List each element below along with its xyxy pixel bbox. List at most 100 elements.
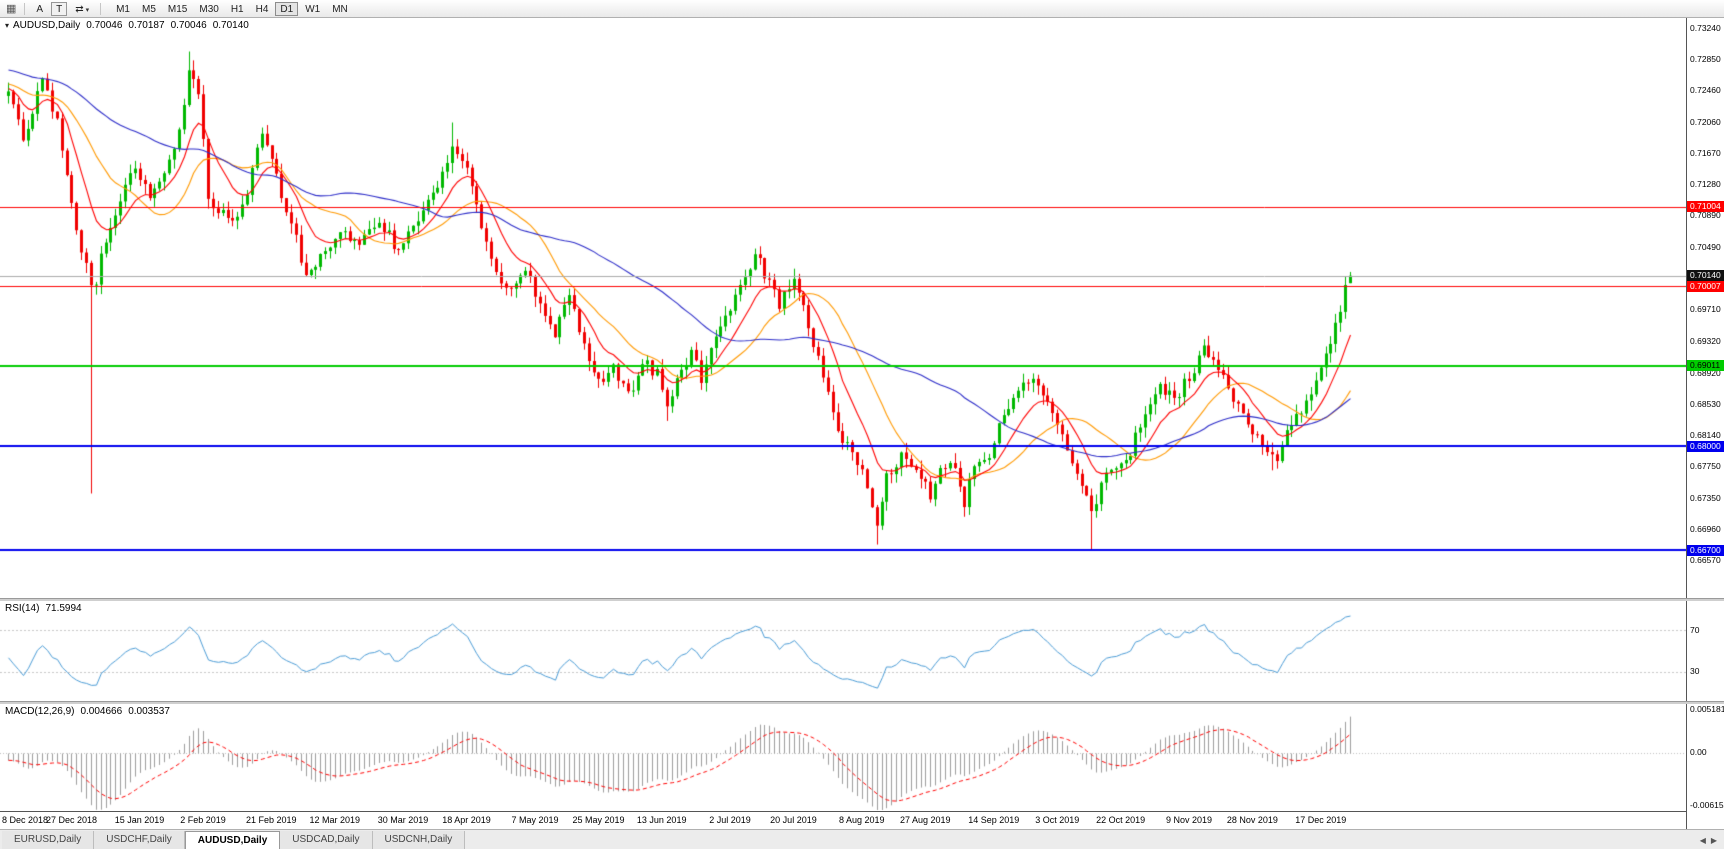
price-axis-tick: 0.68140 — [1690, 429, 1721, 440]
chart-title: ▾ AUDUSD,Daily 0.70046 0.70187 0.70046 0… — [5, 20, 255, 31]
symbol-dropdown-icon[interactable]: ▾ — [5, 21, 10, 30]
macd-signal-value: 0.003537 — [128, 706, 170, 717]
candlestick-canvas[interactable] — [0, 18, 1686, 598]
time-axis-label: 13 Jun 2019 — [636, 815, 687, 825]
hline-price-badge: 0.68000 — [1687, 440, 1724, 452]
price-axis-tick: 0.71280 — [1690, 179, 1721, 190]
time-axis-label: 17 Dec 2019 — [1295, 815, 1347, 825]
tab-usdcad-daily[interactable]: USDCAD,Daily — [280, 831, 373, 849]
rsi-label: RSI(14) — [5, 603, 40, 614]
toolbar-separator — [100, 2, 102, 15]
price-axis-tick: 0.66960 — [1690, 523, 1721, 534]
hline-price-badge: 0.69011 — [1687, 360, 1724, 372]
price-axis-tick: 0.72460 — [1690, 85, 1721, 96]
ohlc-high: 0.70187 — [128, 20, 165, 31]
main-chart-panel[interactable]: ▾ AUDUSD,Daily 0.70046 0.70187 0.70046 0… — [0, 18, 1686, 598]
chart-tabs: EURUSD,Daily USDCHF,Daily AUDUSD,Daily USDC… — [2, 831, 466, 849]
time-axis-label: 3 Oct 2019 — [1035, 815, 1080, 825]
cycle-arrows-icon: ⇄ — [75, 3, 84, 15]
macd-axis-label: 0.00 — [1690, 747, 1707, 758]
hline-price-badge: 0.71004 — [1687, 201, 1724, 213]
time-axis-label: 7 May 2019 — [511, 815, 559, 825]
tab-scroll-right-button[interactable]: ▶ — [1710, 835, 1717, 845]
price-axis-tick: 0.69320 — [1690, 335, 1721, 346]
time-axis-label: 22 Oct 2019 — [1096, 815, 1146, 825]
rsi-panel[interactable]: RSI(14) 71.5994 — [0, 601, 1686, 701]
panel-divider[interactable] — [0, 598, 1724, 601]
hline-price-badge: 0.66700 — [1687, 544, 1724, 556]
tab-scroll-controls: ◀ ▶ — [1700, 831, 1722, 849]
ohlc-low: 0.70046 — [170, 20, 207, 31]
timeframe-button-d1[interactable]: D1 — [275, 1, 299, 16]
time-axis-label: 25 May 2019 — [572, 815, 625, 825]
time-axis-label: 15 Jan 2019 — [114, 815, 165, 825]
symbol-cycle-button[interactable]: ⇄ ▾ — [70, 2, 94, 16]
macd-label: MACD(12,26,9) — [5, 706, 75, 717]
tab-eurusd-daily[interactable]: EURUSD,Daily — [2, 831, 95, 849]
price-axis-tick: 0.66570 — [1690, 555, 1721, 565]
macd-title: MACD(12,26,9) 0.004666 0.003537 — [5, 706, 176, 717]
timeframe-button-mn[interactable]: MN — [332, 3, 348, 15]
time-axis-label: 21 Feb 2019 — [246, 815, 297, 825]
chart-window-icon[interactable]: ▦ — [6, 2, 17, 15]
price-axis-tick: 0.73240 — [1690, 22, 1721, 33]
timeframe-button-w1[interactable]: W1 — [305, 3, 321, 15]
time-axis-label: 12 Mar 2019 — [309, 815, 360, 825]
ohlc-close: 0.70140 — [212, 20, 249, 31]
time-axis-label: 28 Nov 2019 — [1226, 815, 1278, 825]
tab-scroll-left-button[interactable]: ◀ — [1699, 835, 1706, 845]
ohlc-open: 0.70046 — [86, 20, 123, 31]
hline-price-badge: 0.70007 — [1687, 280, 1724, 292]
caret-down-icon: ▾ — [85, 6, 90, 14]
macd-main-value: 0.004666 — [80, 706, 123, 717]
time-axis-label: 27 Dec 2018 — [45, 815, 97, 825]
macd-panel[interactable]: MACD(12,26,9) 0.004666 0.003537 — [0, 704, 1686, 811]
time-axis-label: 30 Mar 2019 — [377, 815, 429, 825]
time-axis-label: 8 Aug 2019 — [839, 815, 885, 825]
time-axis-label: 14 Sep 2019 — [968, 815, 1020, 825]
time-axis-label: 18 Apr 2019 — [442, 815, 491, 825]
tab-usdcnh-daily[interactable]: USDCNH,Daily — [372, 831, 466, 849]
rsi-level-label: 70 — [1690, 624, 1700, 635]
time-axis-label: 2 Feb 2019 — [180, 815, 226, 825]
toolbar: ▦ A T ⇄ ▾ M1 M5 M15 M30 H1 H4 D1 W1 MN — [0, 0, 1724, 18]
rsi-value: 71.5994 — [45, 603, 82, 614]
timeframe-button-h1[interactable]: H1 — [230, 3, 244, 15]
price-axis-tick: 0.71670 — [1690, 148, 1721, 159]
panel-divider[interactable] — [0, 701, 1724, 704]
tool-button-a[interactable]: A — [36, 3, 44, 15]
macd-canvas[interactable] — [0, 704, 1686, 811]
macd-axis-label: -0.006152 — [1690, 800, 1724, 810]
time-axis-label: 2 Jul 2019 — [709, 815, 751, 825]
toolbar-separator — [24, 2, 26, 15]
time-axis-label: 27 Aug 2019 — [899, 815, 951, 825]
tab-usdchf-daily[interactable]: USDCHF,Daily — [94, 831, 185, 849]
timeframe-button-m15[interactable]: M15 — [167, 3, 188, 15]
timeframe-button-m1[interactable]: M1 — [116, 3, 130, 15]
price-axis-tick: 0.68530 — [1690, 398, 1721, 409]
tool-button-t[interactable]: T — [51, 1, 68, 16]
price-axis[interactable]: 0.73240 0.72850 0.72460 0.72060 0.71670 0.712… — [1686, 18, 1724, 829]
time-axis-label: 20 Jul 2019 — [770, 815, 817, 825]
tab-audusd-daily[interactable]: AUDUSD,Daily — [184, 831, 281, 849]
time-axis[interactable]: 8 Dec 2018 27 Dec 2018 15 Jan 2019 2 Feb 20… — [0, 811, 1686, 829]
timeframe-button-h4[interactable]: H4 — [255, 3, 269, 15]
chart-symbol-label: AUDUSD,Daily — [13, 20, 81, 31]
chart-tab-bar: EURUSD,Daily USDCHF,Daily AUDUSD,Daily USDC… — [0, 829, 1724, 849]
current-price-badge: 0.70140 — [1687, 270, 1724, 282]
macd-axis-label: 0.005181 — [1690, 704, 1724, 714]
timeframe-button-m30[interactable]: M30 — [199, 3, 219, 15]
price-axis-tick: 0.67750 — [1690, 460, 1721, 471]
price-axis-tick: 0.70890 — [1690, 210, 1721, 221]
rsi-canvas[interactable] — [0, 601, 1686, 701]
timeframe-button-m5[interactable]: M5 — [142, 3, 156, 15]
chart-area: ▾ AUDUSD,Daily 0.70046 0.70187 0.70046 0… — [0, 18, 1724, 829]
rsi-level-label: 30 — [1690, 666, 1700, 677]
timeframe-toolbar: M1 M5 M15 M30 H1 H4 D1 W1 MN — [111, 1, 353, 16]
rsi-title: RSI(14) 71.5994 — [5, 603, 88, 614]
price-axis-tick: 0.68920 — [1690, 367, 1721, 378]
time-axis-label: 8 Dec 2018 — [2, 815, 49, 825]
time-axis-label: 9 Nov 2019 — [1165, 815, 1212, 825]
price-axis-tick: 0.72060 — [1690, 117, 1721, 127]
